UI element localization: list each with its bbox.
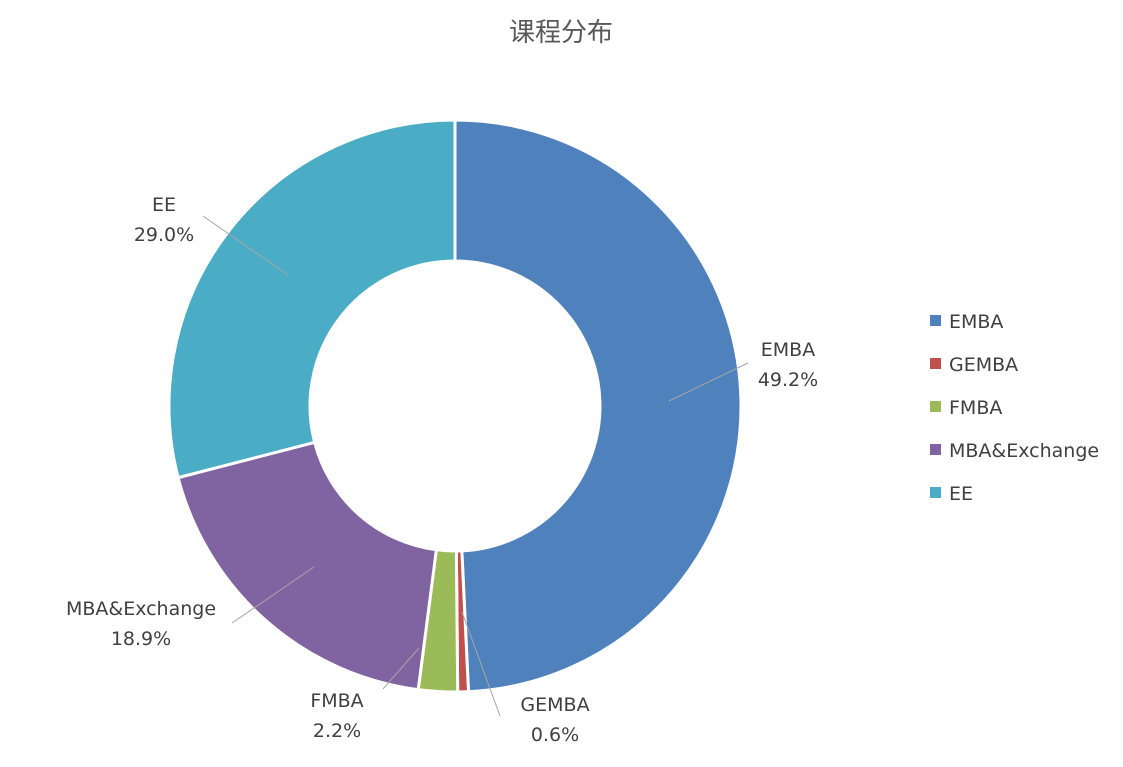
data-label-value-fmba: 2.2% [313, 720, 361, 742]
leader-line-fmba [382, 647, 420, 690]
leader-line-mba-exchange [231, 566, 315, 624]
slice-ee [167, 118, 457, 480]
data-label-category-gemba: GEMBA [520, 694, 589, 716]
leader-lines [202, 215, 749, 717]
legend-label-ee: EE [949, 483, 973, 505]
data-label-category-emba: EMBA [761, 339, 815, 361]
chart-title: 课程分布 [509, 18, 613, 48]
donut-slices [167, 118, 743, 694]
slice-mba-exchange [176, 440, 439, 692]
legend-label-gemba: GEMBA [949, 354, 1018, 376]
data-label-category-fmba: FMBA [310, 690, 363, 712]
leader-line-emba [668, 362, 749, 402]
data-label-value-mba-exchange: 18.9% [111, 628, 171, 650]
data-label-category-mba-exchange: MBA&Exchange [66, 598, 216, 620]
slice-emba [453, 118, 743, 694]
legend-label-emba: EMBA [949, 311, 1003, 333]
legend-label-fmba: FMBA [949, 397, 1002, 419]
leader-line-gemba [461, 611, 501, 717]
data-label-value-gemba: 0.6% [531, 724, 579, 746]
leader-line-ee [202, 215, 289, 276]
data-label-value-ee: 29.0% [134, 224, 194, 246]
legend: EMBA GEMBA FMBA MBA&Exchange EE [930, 311, 1099, 505]
legend-swatch-mba-exchange [930, 444, 941, 455]
legend-swatch-ee [930, 487, 941, 498]
legend-label-mba-exchange: MBA&Exchange [949, 440, 1099, 462]
legend-swatch-gemba [930, 358, 941, 369]
legend-swatch-fmba [930, 401, 941, 412]
data-label-value-emba: 49.2% [758, 369, 818, 391]
legend-swatch-emba [930, 315, 941, 326]
data-labels: EMBA 49.2% GEMBA 0.6% FMBA 2.2% MBA&Exchange 18… [66, 194, 818, 746]
data-label-category-ee: EE [152, 194, 176, 216]
